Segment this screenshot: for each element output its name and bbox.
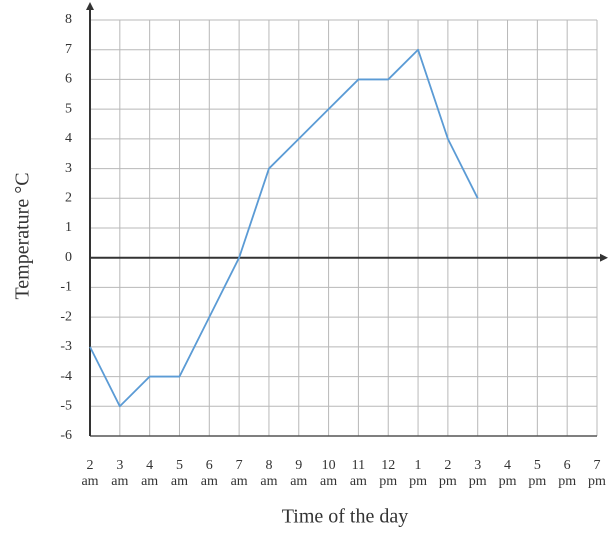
- y-axis-title: Temperature °C: [12, 172, 34, 299]
- x-tick-label: am: [290, 474, 307, 489]
- x-tick-label: 7: [594, 458, 601, 473]
- data-line: [89, 48, 479, 408]
- x-tick-label: 7: [236, 458, 243, 473]
- y-tick-label: 0: [65, 250, 72, 265]
- x-tick-label: am: [260, 474, 277, 489]
- x-tick-label: am: [201, 474, 218, 489]
- x-tick-label: 12: [381, 458, 395, 473]
- y-tick-label: -4: [60, 369, 72, 384]
- y-tick-label: -3: [60, 339, 72, 354]
- y-tick-label: -2: [60, 309, 72, 324]
- y-tick-label: 6: [65, 72, 72, 87]
- y-tick-label: -1: [60, 280, 72, 295]
- x-tick-label: pm: [528, 474, 546, 489]
- x-tick-label: 2: [444, 458, 451, 473]
- x-tick-label: pm: [588, 474, 606, 489]
- x-tick-label: 2: [87, 458, 94, 473]
- y-tick-label: 8: [65, 12, 72, 27]
- x-tick-label: 3: [116, 458, 123, 473]
- x-tick-label: pm: [439, 474, 457, 489]
- x-tick-label: 10: [322, 458, 336, 473]
- y-tick-label: 5: [65, 101, 72, 116]
- x-tick-label: am: [81, 474, 98, 489]
- x-tick-label: pm: [409, 474, 427, 489]
- x-tick-label: am: [320, 474, 337, 489]
- x-tick-label: pm: [499, 474, 517, 489]
- x-tick-label: am: [231, 474, 248, 489]
- x-tick-label: 4: [504, 458, 511, 473]
- y-tick-label: -6: [60, 428, 72, 443]
- x-tick-label: am: [141, 474, 158, 489]
- y-tick-label: -5: [60, 399, 72, 414]
- y-tick-label: 2: [65, 191, 72, 206]
- y-tick-label: 7: [65, 42, 72, 57]
- x-tick-label: pm: [558, 474, 576, 489]
- x-tick-label: am: [171, 474, 188, 489]
- x-axis-title: Time of the day: [282, 506, 408, 528]
- x-tick-label: 5: [534, 458, 541, 473]
- x-tick-label: 9: [295, 458, 302, 473]
- x-tick-label: 5: [176, 458, 183, 473]
- x-tick-label: 6: [206, 458, 213, 473]
- x-tick-label: pm: [469, 474, 487, 489]
- y-tick-label: 4: [65, 131, 72, 146]
- x-tick-label: 8: [265, 458, 272, 473]
- y-tick-label: 1: [65, 220, 72, 235]
- x-tick-label: am: [350, 474, 367, 489]
- x-tick-label: 1: [415, 458, 422, 473]
- x-tick-label: 6: [564, 458, 571, 473]
- x-tick-label: 4: [146, 458, 153, 473]
- x-tick-label: am: [111, 474, 128, 489]
- x-tick-label: 11: [352, 458, 365, 473]
- x-tick-label: 3: [474, 458, 481, 473]
- y-tick-label: 3: [65, 161, 72, 176]
- x-tick-label: pm: [379, 474, 397, 489]
